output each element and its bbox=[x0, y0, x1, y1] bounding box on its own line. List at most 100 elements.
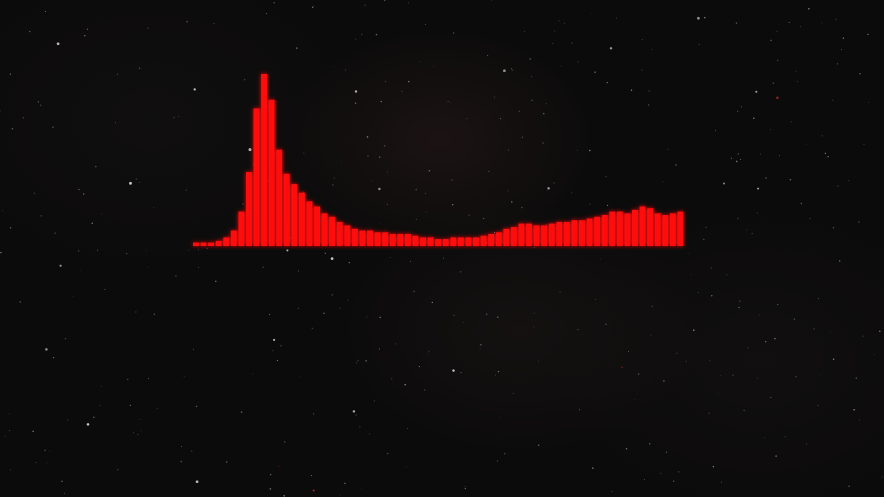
star-particle bbox=[756, 377, 758, 380]
star-particle bbox=[0, 251, 2, 254]
spectrum-bar bbox=[518, 223, 525, 246]
star-particle bbox=[649, 443, 651, 445]
spectrum-bar bbox=[435, 239, 442, 246]
spectrum-bar bbox=[230, 230, 237, 246]
star-particle bbox=[175, 275, 177, 277]
star-particle bbox=[252, 373, 254, 375]
star-particle bbox=[331, 294, 333, 296]
star-particle bbox=[311, 327, 314, 330]
star-particle bbox=[797, 81, 798, 82]
spectrum-bar bbox=[389, 233, 396, 246]
star-particle bbox=[503, 69, 506, 73]
star-particle bbox=[641, 39, 643, 40]
star-particle bbox=[554, 30, 556, 32]
star-particle bbox=[507, 190, 509, 192]
star-particle bbox=[676, 352, 678, 354]
star-particle bbox=[764, 437, 766, 438]
star-particle bbox=[442, 257, 445, 259]
star-particle bbox=[648, 104, 650, 106]
star-particle bbox=[357, 360, 359, 362]
star-particle bbox=[675, 164, 677, 166]
star-particle bbox=[579, 409, 581, 411]
star-particle bbox=[63, 492, 65, 494]
spectrum-bar bbox=[609, 211, 616, 246]
star-particle bbox=[267, 180, 269, 182]
star-particle bbox=[415, 218, 417, 220]
star-particle bbox=[479, 348, 481, 350]
star-particle bbox=[364, 4, 366, 6]
star-particle bbox=[817, 404, 819, 406]
star-particle bbox=[135, 178, 138, 180]
star-particle bbox=[577, 329, 579, 331]
star-particle bbox=[46, 462, 48, 464]
star-particle bbox=[225, 461, 228, 463]
star-particle bbox=[129, 404, 132, 407]
star-particle bbox=[389, 257, 391, 258]
star-particle bbox=[483, 217, 485, 220]
star-particle bbox=[741, 106, 742, 108]
star-particle bbox=[759, 153, 762, 155]
star-particle bbox=[863, 144, 865, 145]
star-particle bbox=[206, 247, 208, 249]
star-particle bbox=[806, 443, 808, 445]
star-particle bbox=[104, 288, 106, 290]
spectrum-bar bbox=[306, 201, 313, 246]
star-particle bbox=[311, 6, 314, 8]
star-particle bbox=[460, 271, 462, 273]
star-particle bbox=[183, 375, 185, 377]
star-particle bbox=[753, 117, 755, 119]
star-particle bbox=[148, 377, 150, 379]
star-particle bbox=[401, 90, 403, 92]
star-particle bbox=[665, 451, 668, 453]
star-particle bbox=[799, 26, 801, 27]
star-particle bbox=[697, 292, 699, 293]
star-particle bbox=[37, 101, 40, 103]
star-particle bbox=[795, 376, 797, 378]
spectrum-bar bbox=[367, 230, 373, 246]
star-particle bbox=[379, 316, 381, 319]
star-particle bbox=[824, 152, 827, 155]
star-particle bbox=[371, 180, 373, 182]
star-particle bbox=[242, 203, 244, 205]
spectrum-bar bbox=[616, 211, 623, 246]
star-particle bbox=[560, 65, 562, 67]
star-particle bbox=[841, 49, 843, 51]
star-particle bbox=[278, 466, 280, 467]
star-particle bbox=[43, 49, 45, 51]
star-particle bbox=[180, 445, 182, 447]
star-particle bbox=[140, 430, 142, 432]
star-particle bbox=[135, 311, 137, 313]
star-particle bbox=[499, 417, 501, 419]
star-particle bbox=[9, 73, 12, 75]
star-particle bbox=[355, 38, 357, 40]
star-particle bbox=[380, 100, 382, 103]
star-particle bbox=[265, 13, 267, 15]
star-particle bbox=[637, 373, 640, 375]
star-particle bbox=[591, 13, 593, 15]
spectrum-bar bbox=[586, 218, 593, 246]
star-particle bbox=[858, 221, 860, 223]
star-particle bbox=[594, 71, 596, 73]
star-particle bbox=[545, 223, 548, 226]
star-particle bbox=[800, 202, 802, 205]
star-particle bbox=[86, 28, 89, 30]
spectrum-bar bbox=[397, 233, 404, 246]
star-particle bbox=[395, 343, 396, 345]
star-particle bbox=[829, 332, 831, 333]
star-particle bbox=[615, 17, 617, 19]
star-particle bbox=[240, 411, 243, 413]
star-particle bbox=[651, 49, 653, 51]
star-particle bbox=[577, 150, 578, 151]
spectrum-bar bbox=[329, 216, 336, 246]
star-particle bbox=[809, 218, 811, 220]
star-particle bbox=[339, 494, 341, 496]
star-particle bbox=[283, 495, 285, 497]
spectrum-bar bbox=[503, 228, 510, 246]
star-particle bbox=[148, 266, 150, 268]
star-particle bbox=[296, 47, 298, 49]
star-particle bbox=[757, 187, 760, 190]
star-particle bbox=[387, 452, 389, 455]
star-particle bbox=[147, 27, 149, 29]
star-particle bbox=[867, 33, 869, 36]
